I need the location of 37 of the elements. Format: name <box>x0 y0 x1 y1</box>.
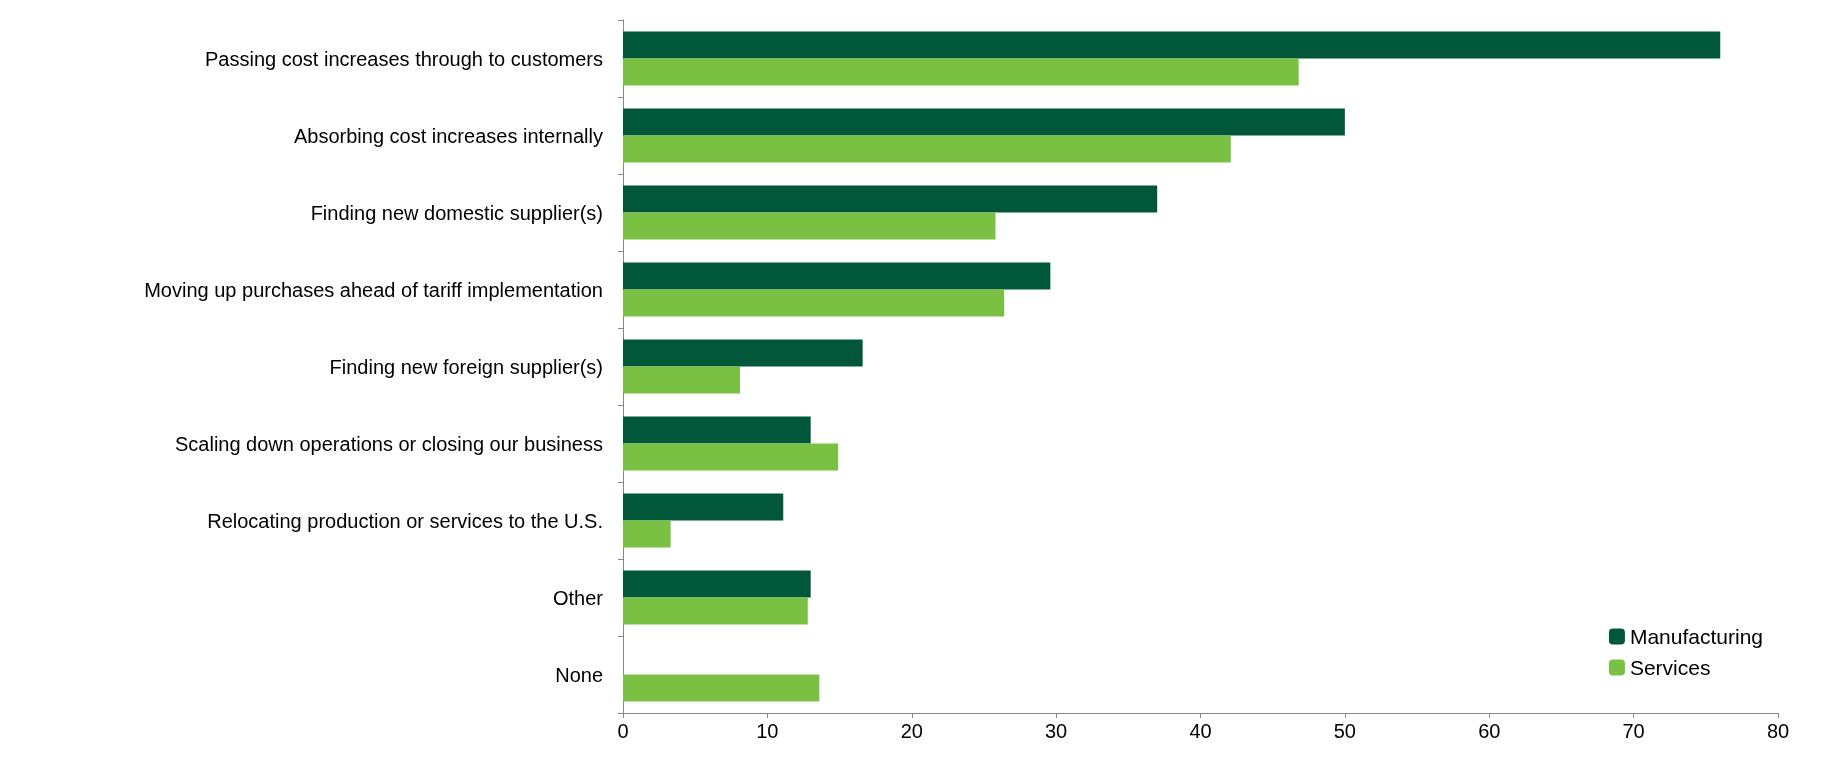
x-tick-label: 70 <box>1622 720 1645 742</box>
x-tick-label: 50 <box>1333 720 1356 742</box>
x-tick-label: 60 <box>1478 720 1501 742</box>
bar <box>623 58 1299 86</box>
y-tick-label: Absorbing cost increases internally <box>293 124 603 147</box>
bar <box>623 135 1231 163</box>
legend-label: Manufacturing <box>1629 625 1763 648</box>
bar <box>623 108 1345 136</box>
legend-label: Services <box>1629 656 1711 679</box>
y-tick-label: Passing cost increases through to customers <box>205 47 603 70</box>
bar <box>623 185 1158 213</box>
y-tick-label: None <box>555 663 603 686</box>
y-tick-label: Relocating production or services to the U.S. <box>207 509 603 532</box>
y-tick-label: Finding new foreign supplier(s) <box>329 355 603 378</box>
bar <box>623 262 1051 290</box>
bar <box>623 416 811 444</box>
bar <box>623 597 808 625</box>
x-tick-label: 0 <box>617 720 629 742</box>
bar <box>623 493 784 521</box>
x-tick-label: 20 <box>900 720 923 742</box>
x-tick-label: 30 <box>1045 720 1068 742</box>
y-tick-label: Finding new domestic supplier(s) <box>310 201 603 224</box>
bar <box>623 31 1721 59</box>
x-tick-label: 10 <box>756 720 779 742</box>
bar <box>623 289 1005 317</box>
bar <box>623 520 671 548</box>
x-tick-label: 40 <box>1189 720 1212 742</box>
y-tick-label: Moving up purchases ahead of tariff implementation <box>144 278 603 301</box>
bar <box>623 570 811 598</box>
x-tick-label: 80 <box>1766 720 1790 742</box>
bar <box>623 366 740 394</box>
bar <box>623 443 839 471</box>
y-tick-label: Scaling down operations or closing our business <box>174 432 603 455</box>
bar <box>623 674 820 702</box>
bar <box>623 339 863 367</box>
bar <box>623 212 996 240</box>
y-tick-label: Other <box>552 586 604 609</box>
